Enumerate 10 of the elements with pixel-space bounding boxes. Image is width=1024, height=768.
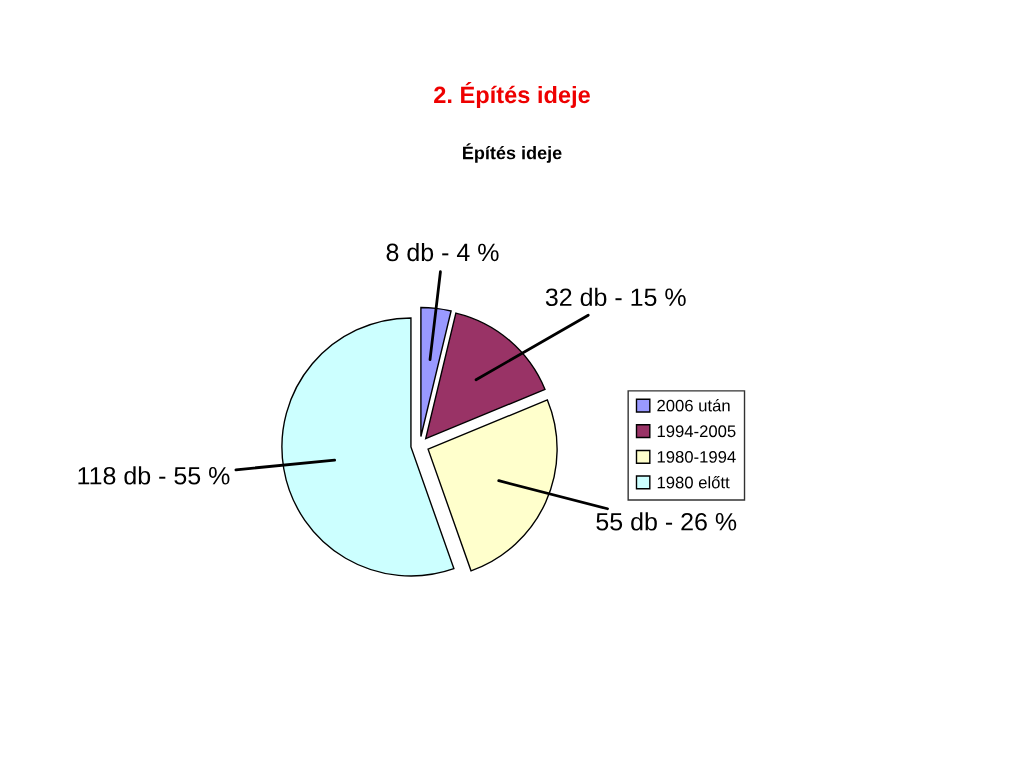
data-label: 32 db - 15 % — [545, 287, 686, 307]
chart-title: 2. Építés ideje — [434, 82, 590, 108]
legend-label: 2006 után — [657, 399, 730, 412]
data-label: 8 db - 4 % — [386, 242, 499, 262]
legend-label: 1980 előtt — [657, 475, 730, 489]
data-label: 55 db - 26 % — [596, 512, 737, 531]
legend-label: 1980-1994 — [657, 450, 736, 463]
chart-subtitle: Építés ideje — [463, 143, 562, 163]
data-label: 118 db - 55 % — [78, 466, 230, 485]
legend-label: 1994-2005 — [657, 425, 736, 438]
